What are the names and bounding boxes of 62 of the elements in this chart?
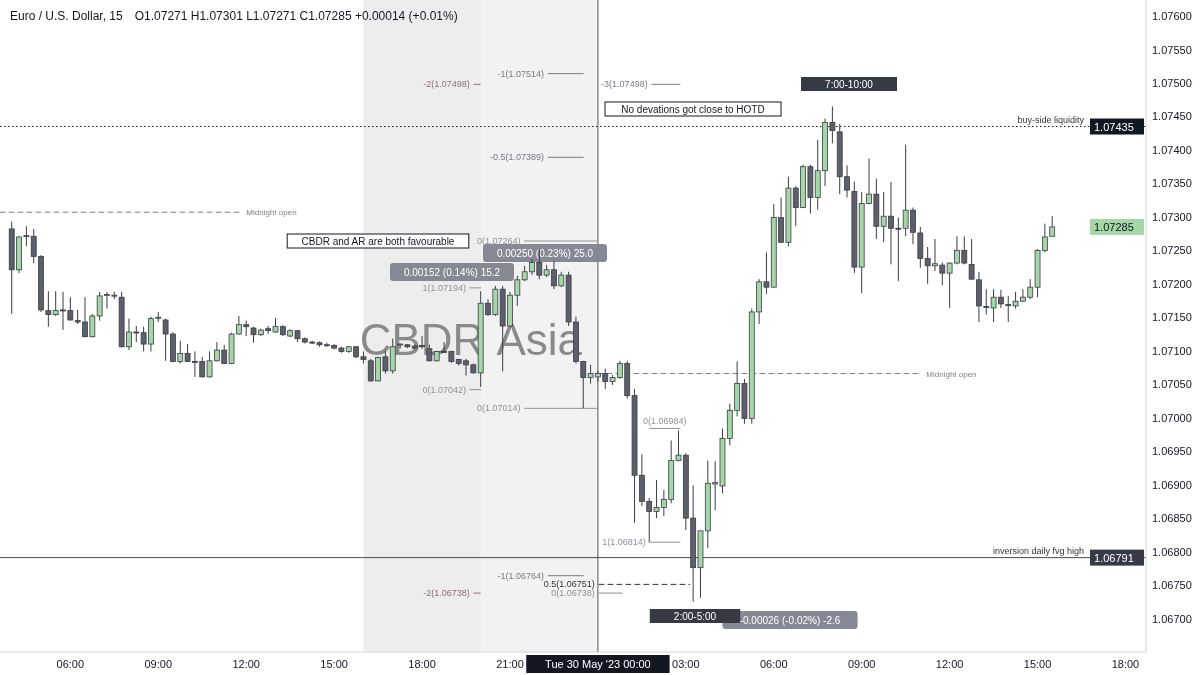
annotation: 7:00-10:00 (825, 78, 874, 90)
y-tick-label: 1.07500 (1152, 77, 1192, 90)
series-label: 0.5(1.06751) (543, 579, 595, 590)
series-label: -2(1.06738) (423, 588, 470, 599)
y-tick-label: 1.07400 (1152, 143, 1192, 156)
x-tick-label: 18:00 (1111, 658, 1140, 670)
series-label: -2(1.07498) (423, 79, 470, 90)
y-tick-label: 1.07150 (1152, 311, 1192, 324)
y-tick-label: 1.06950 (1152, 445, 1192, 458)
y-tick-label: 1.07550 (1152, 43, 1192, 56)
series-label: 0(1.07042) (422, 384, 466, 395)
annotation: CBDR and AR are both favourable (301, 235, 455, 247)
annotation: No devations got close to HOTD (621, 103, 765, 115)
x-tick-label: 09:00 (847, 658, 876, 670)
series-label: 0(1.06984) (643, 416, 687, 427)
x-tick-label: 03:00 (672, 658, 700, 670)
annotation: 0.00250 (0.23%) 25.0 (496, 247, 594, 259)
x-tick-label: 06:00 (760, 658, 788, 670)
y-tick-label: 1.07300 (1152, 210, 1192, 223)
series-label: 0(1.07014) (477, 403, 521, 414)
y-tick-label: 1.07450 (1152, 110, 1192, 123)
annotation: 2:00-5:00 (673, 610, 717, 622)
annotation: -0.00026 (-0.02%) -2.6 (739, 614, 841, 626)
y-tick-label: 1.07000 (1152, 411, 1192, 424)
series-label: 1(1.06814) (602, 537, 646, 548)
series-label: 0(1.07264) (477, 235, 521, 246)
y-tick-label: 1.07350 (1152, 177, 1192, 190)
series-label: 0(1.06738) (551, 588, 595, 599)
text: O1.07271 H1.07301 L1.07271 C1.07285 +0.00014 (+0.01%) (134, 9, 458, 23)
y-tick-label: 1.07600 (1152, 10, 1192, 23)
ref-line-label: buy-side liquidity (1017, 114, 1085, 125)
x-tick-label: 18:00 (408, 658, 436, 670)
y-tick-label: 1.07100 (1152, 344, 1192, 357)
series-label: Midnight open (926, 369, 977, 379)
x-tick-label: 15:00 (320, 658, 348, 670)
y-tick-label: 1.06800 (1152, 545, 1192, 558)
x-tick-label: 21:00 (496, 658, 524, 670)
series-label: Midnight open (246, 208, 297, 218)
y-tick-label: 1.07200 (1152, 277, 1192, 290)
x-tick-label: 12:00 (232, 658, 260, 670)
series-label: -0.5(1.07389) (490, 152, 545, 163)
x-tick-label: 06:00 (56, 658, 85, 670)
series-label: -3(1.07498) (601, 79, 648, 90)
y-tick-label: 1.06750 (1152, 579, 1192, 592)
annotation: 1.07435 (1094, 120, 1134, 133)
ref-line-label: Tue 30 May '23 00:00 (545, 658, 651, 670)
y-tick-label: 1.07250 (1152, 244, 1192, 257)
annotation: 1.06791 (1094, 551, 1134, 564)
series-label: -1(1.07514) (497, 68, 545, 79)
y-tick-label: 1.06900 (1152, 478, 1192, 491)
x-tick-label: 09:00 (144, 658, 173, 670)
annotation: 1.07285 (1094, 220, 1134, 233)
text: Euro / U.S. Dollar, 15 (10, 9, 124, 23)
x-tick-label: 12:00 (935, 658, 964, 670)
series-label: 1(1.07194) (422, 282, 466, 293)
annotation: 0.00152 (0.14%) 15.2 (403, 266, 501, 278)
y-tick-label: 1.06700 (1152, 612, 1192, 625)
ref-line-label: inversion daily fvg high (992, 545, 1084, 556)
series-label: -1(1.06764) (497, 570, 545, 581)
y-tick-label: 1.06850 (1152, 512, 1192, 525)
x-tick-label: 15:00 (1023, 658, 1052, 670)
y-tick-label: 1.07050 (1152, 378, 1192, 391)
